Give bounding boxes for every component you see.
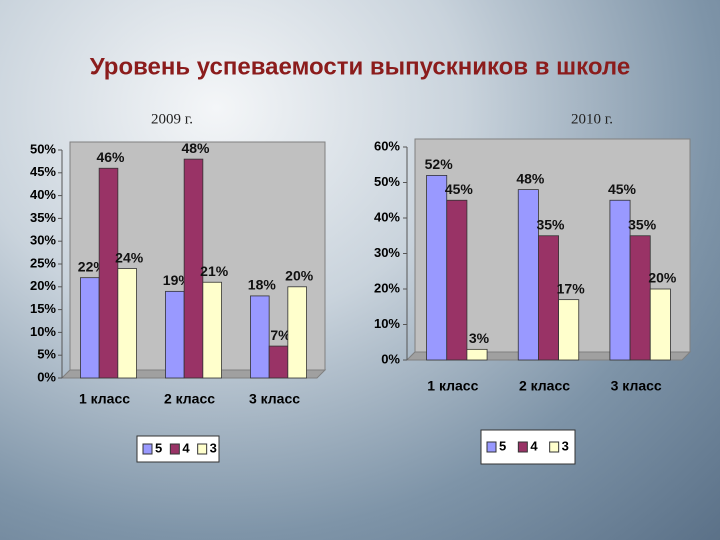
value-label: 7% xyxy=(270,327,291,343)
y-tick-label: 50% xyxy=(374,174,400,189)
value-label: 18% xyxy=(248,277,277,293)
legend-swatch xyxy=(142,443,153,455)
value-label: 24% xyxy=(115,249,144,265)
value-label: 3% xyxy=(469,330,490,346)
y-tick-label: 45% xyxy=(30,164,56,179)
bar xyxy=(558,299,580,361)
x-tick-label: 2 класс xyxy=(519,378,570,394)
bar xyxy=(287,286,307,379)
bar xyxy=(609,199,631,361)
value-label: 52% xyxy=(425,156,454,172)
bar xyxy=(250,295,270,379)
legend-label: 5 xyxy=(155,440,162,455)
y-tick-label: 0% xyxy=(381,351,400,366)
y-tick-label: 0% xyxy=(37,369,56,384)
legend-swatch xyxy=(517,441,528,453)
value-label: 20% xyxy=(648,270,677,286)
bar xyxy=(98,167,119,379)
y-tick-label: 50% xyxy=(30,141,56,156)
bar xyxy=(165,290,185,379)
y-tick-label: 20% xyxy=(374,280,400,295)
legend-swatch xyxy=(549,441,560,453)
y-tick-label: 20% xyxy=(30,278,56,293)
y-tick-label: 60% xyxy=(374,138,400,153)
bar xyxy=(426,174,448,361)
bar xyxy=(649,288,671,361)
chart-subtitle: 2010 г. xyxy=(571,111,613,127)
legend-label: 4 xyxy=(530,438,538,453)
legend-label: 5 xyxy=(499,438,506,453)
value-label: 48% xyxy=(181,140,210,156)
bar xyxy=(268,345,289,379)
x-tick-label: 2 класс xyxy=(164,391,215,407)
value-label: 17% xyxy=(557,280,586,296)
legend-swatch xyxy=(197,443,208,455)
chart-subtitle: 2009 г. xyxy=(151,111,193,127)
x-tick-label: 1 класс xyxy=(79,391,130,407)
bar xyxy=(629,235,651,361)
x-tick-label: 1 класс xyxy=(427,378,478,394)
y-tick-label: 5% xyxy=(37,347,56,362)
value-label: 46% xyxy=(96,149,125,165)
bar xyxy=(117,268,137,379)
y-tick-label: 35% xyxy=(30,210,56,225)
value-label: 48% xyxy=(516,170,545,186)
value-label: 45% xyxy=(608,181,637,197)
y-tick-label: 10% xyxy=(30,324,56,339)
value-label: 20% xyxy=(285,268,314,284)
y-tick-label: 15% xyxy=(30,301,56,316)
bar xyxy=(517,189,539,361)
value-label: 21% xyxy=(200,263,229,279)
bar xyxy=(538,235,559,361)
legend-label: 3 xyxy=(562,438,569,453)
bar xyxy=(446,199,468,361)
y-tick-label: 30% xyxy=(374,245,400,260)
value-label: 35% xyxy=(536,216,565,232)
legend-swatch xyxy=(169,443,180,455)
y-tick-label: 10% xyxy=(374,316,400,331)
y-tick-label: 25% xyxy=(30,255,56,270)
bar xyxy=(466,348,488,361)
legend-box xyxy=(480,429,576,465)
bar xyxy=(183,158,204,379)
y-tick-label: 40% xyxy=(374,209,400,224)
y-tick-label: 30% xyxy=(30,233,56,248)
legend-label: 4 xyxy=(182,440,190,455)
value-label: 35% xyxy=(628,216,657,232)
bar xyxy=(202,281,222,379)
y-tick-label: 40% xyxy=(30,187,56,202)
x-tick-label: 3 класс xyxy=(249,391,300,407)
value-label: 45% xyxy=(445,181,474,197)
x-tick-label: 3 класс xyxy=(611,378,662,394)
bar xyxy=(80,277,100,379)
legend-swatch xyxy=(486,441,497,453)
slide-title: Уровень успеваемости выпускников в школе xyxy=(90,53,630,80)
legend-label: 3 xyxy=(210,440,217,455)
